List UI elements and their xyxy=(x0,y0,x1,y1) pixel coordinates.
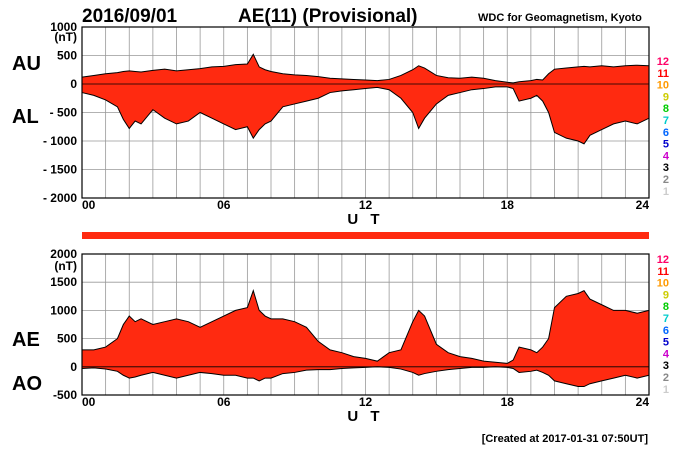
station-count-label: 5 xyxy=(663,139,669,151)
index-title: AE(11) (Provisional) xyxy=(238,6,418,27)
station-count-label: 6 xyxy=(663,127,669,139)
side-label-ao: AO xyxy=(12,373,42,395)
station-count-label: 8 xyxy=(663,103,669,115)
x-tick-label: 24 xyxy=(636,198,650,212)
station-count-label: 10 xyxy=(657,80,669,92)
x-tick-label: 18 xyxy=(501,395,515,409)
station-count-label: 4 xyxy=(663,348,670,360)
series-line-au xyxy=(81,53,650,84)
side-label-al: AL xyxy=(12,106,39,128)
station-count-label: 11 xyxy=(657,266,669,278)
plot-frame xyxy=(81,253,650,396)
station-count-label: 3 xyxy=(663,162,669,174)
x-tick-label: 12 xyxy=(359,395,373,409)
x-tick-label: 06 xyxy=(217,395,231,409)
x-axis-label: U T xyxy=(347,408,383,425)
y-tick-label: 0 xyxy=(70,77,77,91)
y-tick-label: - 1500 xyxy=(43,163,77,177)
series-line-al xyxy=(81,86,650,145)
series-area-fill xyxy=(82,290,649,387)
station-count-label: 12 xyxy=(657,254,669,266)
unit-label: (nT) xyxy=(54,30,77,44)
series-area-fill xyxy=(82,54,649,144)
y-tick-label: 500 xyxy=(57,49,77,63)
x-tick-label: 00 xyxy=(82,395,96,409)
station-count-label: 9 xyxy=(663,289,669,301)
y-tick-label: 1000 xyxy=(50,20,77,34)
series-line-ae xyxy=(82,289,650,364)
station-count-label: 3 xyxy=(663,360,669,372)
y-tick-label: - 2000 xyxy=(43,191,77,205)
station-count-label: 4 xyxy=(663,150,670,162)
station-count-label: 10 xyxy=(657,278,669,290)
source-label: WDC for Geomagnetism, Kyoto xyxy=(478,12,642,24)
au-al-panel: 1000 500 0 - 500 - 1000 - 1500 - 2000 (nT) 00 06 1… xyxy=(12,20,670,228)
y-tick-label: 2000 xyxy=(50,247,77,261)
station-count-label: 11 xyxy=(657,68,669,80)
y-tick-label: - 1000 xyxy=(43,134,77,148)
date-label: 2016/09/01 xyxy=(82,6,178,27)
y-tick-label: -500 xyxy=(53,388,77,402)
x-tick-label: 18 xyxy=(501,198,515,212)
plot-frame xyxy=(81,26,650,199)
station-count-label: 7 xyxy=(663,115,669,127)
station-count-label: 7 xyxy=(663,313,669,325)
unit-label: (nT) xyxy=(54,259,77,273)
x-tick-label: 24 xyxy=(636,395,650,409)
y-tick-label: 1500 xyxy=(50,275,77,289)
y-tick-label: 1000 xyxy=(50,303,77,317)
station-count-label: 2 xyxy=(663,174,669,186)
x-tick-label: 12 xyxy=(359,198,373,212)
y-tick-label: - 500 xyxy=(50,106,78,120)
side-label-au: AU xyxy=(12,53,41,75)
station-count-label: 8 xyxy=(663,301,669,313)
station-count-label: 1 xyxy=(663,384,669,396)
y-tick-label: 500 xyxy=(57,332,77,346)
station-count-label: 9 xyxy=(663,91,669,103)
station-count-label: 12 xyxy=(657,56,669,68)
x-tick-label: 00 xyxy=(82,198,96,212)
side-label-ae: AE xyxy=(12,329,40,351)
station-count-label: 6 xyxy=(663,325,669,337)
separator-bar xyxy=(82,232,649,239)
x-axis-label: U T xyxy=(347,211,383,228)
station-count-label: 5 xyxy=(663,337,669,349)
y-tick-label: 0 xyxy=(70,360,77,374)
created-timestamp: [Created at 2017-01-31 07:50UT] xyxy=(482,433,649,445)
station-count-label: 1 xyxy=(663,186,669,198)
station-count-label: 2 xyxy=(663,372,669,384)
x-tick-label: 06 xyxy=(217,198,231,212)
